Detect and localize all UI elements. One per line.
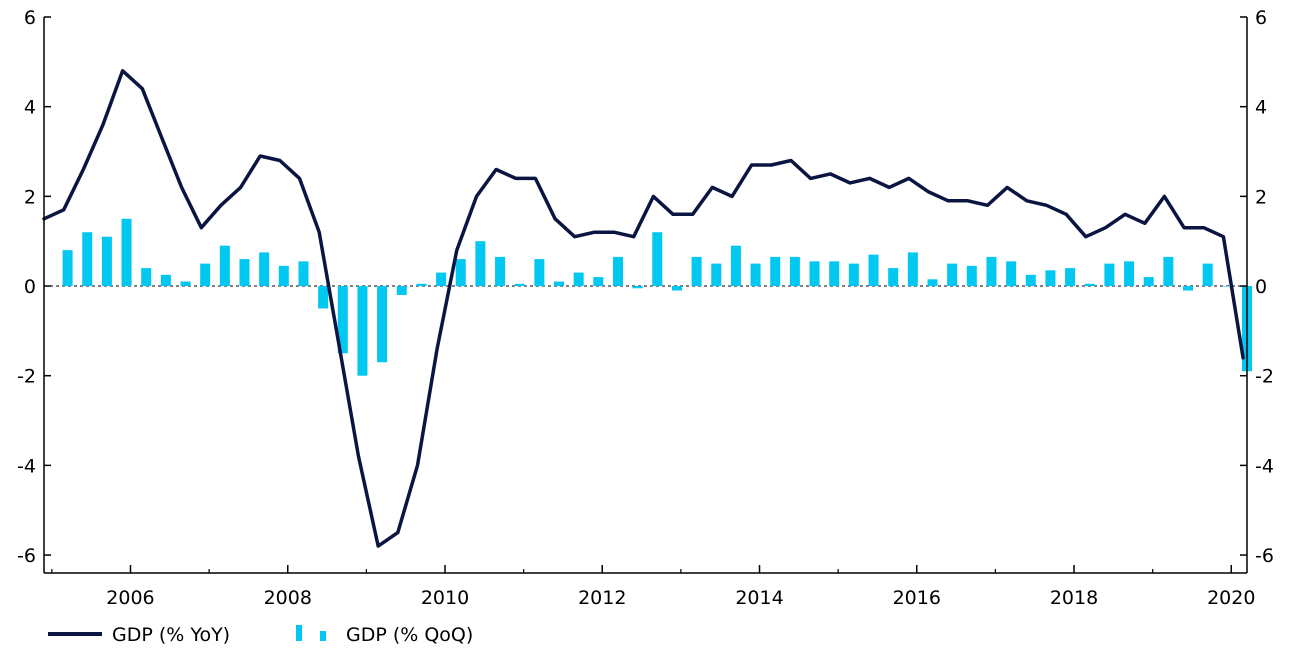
qoq-bar: [691, 256, 702, 287]
y-tick-label-right: -4: [1255, 455, 1274, 477]
x-tick-label: 2012: [578, 587, 626, 609]
y-tick-label-left: -2: [17, 366, 36, 388]
qoq-bar: [1025, 274, 1036, 287]
qoq-bar: [62, 250, 73, 287]
qoq-bar: [534, 259, 545, 287]
line-layer: [42, 69, 1245, 548]
qoq-bar: [514, 283, 525, 287]
qoq-bar: [1163, 256, 1174, 287]
x-tick-label: 2008: [264, 587, 312, 609]
y-tick-label-right: 4: [1255, 97, 1267, 119]
qoq-bar: [455, 259, 466, 287]
qoq-bar: [377, 286, 388, 363]
qoq-bar: [848, 263, 859, 287]
qoq-bar: [1084, 283, 1095, 287]
qoq-bar: [947, 263, 958, 287]
qoq-bar: [1104, 263, 1115, 287]
x-tick-label: 2018: [1050, 587, 1098, 609]
y-tick-label-left: -4: [17, 455, 36, 477]
qoq-bar: [1202, 263, 1213, 287]
bars-layer: [62, 218, 1252, 376]
qoq-bar: [436, 272, 447, 287]
qoq-bar: [986, 256, 997, 287]
qoq-bar: [554, 281, 565, 287]
qoq-bar: [671, 286, 682, 291]
qoq-bar: [278, 265, 289, 287]
qoq-bar: [141, 268, 152, 287]
legend-bar-label: GDP (% QoQ): [346, 624, 473, 646]
qoq-bar: [1006, 261, 1017, 287]
qoq-bar: [868, 254, 879, 287]
legend-bar-swatch: [320, 631, 326, 641]
qoq-bar: [337, 286, 348, 354]
qoq-bar: [318, 286, 329, 309]
qoq-bar: [1045, 270, 1056, 287]
qoq-bar: [652, 232, 663, 287]
qoq-bar: [730, 245, 741, 287]
qoq-bar: [495, 256, 506, 287]
qoq-bar: [829, 261, 840, 287]
qoq-bar: [121, 218, 132, 287]
qoq-bar: [888, 268, 899, 287]
qoq-bar: [770, 256, 781, 287]
legend: GDP (% YoY) GDP (% QoQ): [48, 624, 473, 646]
axes-layer: -6 -6 -4 -4 -2 -2 0 0 2 2 4 4 6 6 2006 2008 2010 2012 2014…: [17, 7, 1274, 609]
qoq-bar: [239, 259, 250, 287]
qoq-bar: [1222, 286, 1233, 287]
y-tick-label-right: 6: [1255, 7, 1267, 29]
qoq-bar: [101, 236, 112, 287]
qoq-bar: [612, 256, 623, 287]
y-tick-label-right: 0: [1255, 276, 1267, 298]
qoq-bar: [573, 272, 584, 287]
qoq-bar: [632, 286, 643, 289]
qoq-bar: [809, 261, 820, 287]
y-tick-label-left: 0: [24, 276, 36, 298]
y-tick-label-left: 4: [24, 97, 36, 119]
x-tick-label: 2020: [1207, 587, 1255, 609]
qoq-bar: [927, 279, 938, 287]
qoq-bar: [750, 263, 761, 287]
yoy-line: [42, 69, 1245, 548]
qoq-bar: [907, 252, 918, 287]
y-tick-label-left: 6: [24, 7, 36, 29]
qoq-bar: [593, 277, 604, 287]
x-tick-label: 2006: [106, 587, 154, 609]
x-tick-label: 2016: [893, 587, 941, 609]
qoq-bar: [1183, 286, 1194, 291]
legend-bar-swatch: [296, 625, 302, 641]
x-tick-label: 2010: [421, 587, 469, 609]
qoq-bar: [160, 274, 171, 287]
qoq-bar: [219, 245, 230, 287]
y-tick-label-right: 2: [1255, 186, 1267, 208]
qoq-bar: [1124, 261, 1135, 287]
qoq-bar: [711, 263, 722, 287]
qoq-bar: [416, 283, 427, 287]
legend-line-label: GDP (% YoY): [112, 624, 230, 646]
qoq-bar: [1065, 268, 1076, 287]
y-tick-label-right: -6: [1255, 545, 1274, 567]
qoq-bar: [1143, 277, 1154, 287]
qoq-bar: [475, 241, 486, 287]
y-tick-label-left: 2: [24, 186, 36, 208]
qoq-bar: [259, 252, 270, 287]
qoq-bar: [200, 263, 211, 287]
qoq-bar: [180, 281, 191, 287]
qoq-bar: [396, 286, 407, 295]
qoq-bar: [357, 286, 368, 376]
qoq-bar: [82, 232, 93, 287]
y-tick-label-left: -6: [17, 545, 36, 567]
qoq-bar: [789, 256, 800, 287]
qoq-bar: [298, 261, 309, 287]
y-tick-label-right: -2: [1255, 366, 1274, 388]
x-tick-label: 2014: [735, 587, 783, 609]
qoq-bar: [966, 265, 977, 287]
